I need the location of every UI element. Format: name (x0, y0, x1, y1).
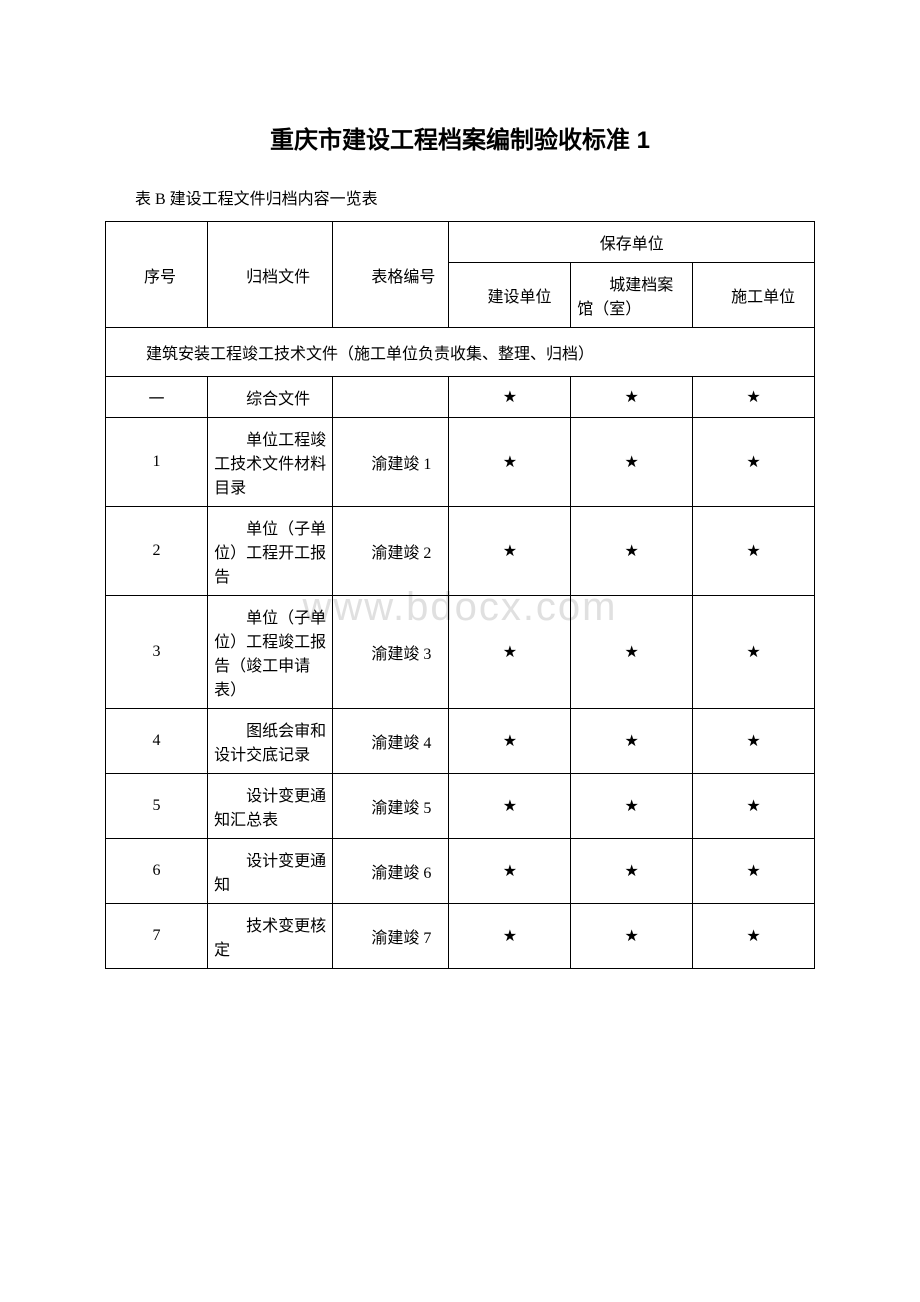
cell-form (333, 377, 449, 418)
cell-seq: 2 (106, 507, 208, 596)
cell-c3: ★ (693, 709, 815, 774)
archive-table: 序号 归档文件 表格编号 保存单位 建设单位 城建档案馆（室） 施工单位 建筑安… (105, 221, 815, 969)
table-row: 2 单位（子单位）工程开工报告 渝建竣 2 ★ ★ ★ (106, 507, 815, 596)
cell-c3: ★ (693, 507, 815, 596)
cell-c1: ★ (449, 418, 571, 507)
cell-c2: ★ (571, 507, 693, 596)
cell-form: 渝建竣 4 (333, 709, 449, 774)
table-row: 一 综合文件 ★ ★ ★ (106, 377, 815, 418)
table-header-row-1: 序号 归档文件 表格编号 保存单位 (106, 222, 815, 263)
cell-c2: ★ (571, 904, 693, 969)
header-seq: 序号 (106, 222, 208, 328)
table-row: 6 设计变更通知 渝建竣 6 ★ ★ ★ (106, 839, 815, 904)
section-header: 建筑安装工程竣工技术文件（施工单位负责收集、整理、归档） (106, 328, 815, 377)
cell-form: 渝建竣 3 (333, 596, 449, 709)
cell-c1: ★ (449, 904, 571, 969)
cell-c2: ★ (571, 709, 693, 774)
cell-c2: ★ (571, 596, 693, 709)
cell-c1: ★ (449, 709, 571, 774)
cell-c3: ★ (693, 377, 815, 418)
cell-seq: 6 (106, 839, 208, 904)
cell-seq: 1 (106, 418, 208, 507)
cell-c3: ★ (693, 774, 815, 839)
cell-c1: ★ (449, 839, 571, 904)
cell-seq: 5 (106, 774, 208, 839)
header-archive: 城建档案馆（室） (571, 263, 693, 328)
cell-c1: ★ (449, 774, 571, 839)
cell-file: 单位（子单位）工程开工报告 (208, 507, 333, 596)
cell-c2: ★ (571, 377, 693, 418)
document-subtitle: 表 B 建设工程文件归档内容一览表 (135, 185, 815, 209)
cell-seq: 一 (106, 377, 208, 418)
cell-file: 设计变更通知 (208, 839, 333, 904)
header-construction-co: 施工单位 (693, 263, 815, 328)
cell-c2: ★ (571, 774, 693, 839)
cell-seq: 3 (106, 596, 208, 709)
cell-seq: 4 (106, 709, 208, 774)
cell-form: 渝建竣 1 (333, 418, 449, 507)
cell-c1: ★ (449, 377, 571, 418)
table-row: 3 单位（子单位）工程竣工报告（竣工申请表） 渝建竣 3 ★ ★ ★ (106, 596, 815, 709)
cell-file: 设计变更通知汇总表 (208, 774, 333, 839)
cell-form: 渝建竣 5 (333, 774, 449, 839)
cell-c3: ★ (693, 418, 815, 507)
cell-c3: ★ (693, 904, 815, 969)
header-storage-unit: 保存单位 (449, 222, 815, 263)
cell-file: 图纸会审和设计交底记录 (208, 709, 333, 774)
header-file: 归档文件 (208, 222, 333, 328)
table-row: 4 图纸会审和设计交底记录 渝建竣 4 ★ ★ ★ (106, 709, 815, 774)
table-row: 1 单位工程竣工技术文件材料目录 渝建竣 1 ★ ★ ★ (106, 418, 815, 507)
cell-c3: ★ (693, 596, 815, 709)
cell-c2: ★ (571, 418, 693, 507)
document-title: 重庆市建设工程档案编制验收标准 1 (105, 120, 815, 155)
cell-seq: 7 (106, 904, 208, 969)
cell-file: 综合文件 (208, 377, 333, 418)
cell-form: 渝建竣 2 (333, 507, 449, 596)
cell-form: 渝建竣 6 (333, 839, 449, 904)
cell-c1: ★ (449, 507, 571, 596)
cell-file: 单位（子单位）工程竣工报告（竣工申请表） (208, 596, 333, 709)
header-construction-unit: 建设单位 (449, 263, 571, 328)
cell-form: 渝建竣 7 (333, 904, 449, 969)
cell-file: 技术变更核定 (208, 904, 333, 969)
cell-c2: ★ (571, 839, 693, 904)
header-form: 表格编号 (333, 222, 449, 328)
cell-c3: ★ (693, 839, 815, 904)
table-row: 5 设计变更通知汇总表 渝建竣 5 ★ ★ ★ (106, 774, 815, 839)
cell-file: 单位工程竣工技术文件材料目录 (208, 418, 333, 507)
table-row: 7 技术变更核定 渝建竣 7 ★ ★ ★ (106, 904, 815, 969)
table-section-row: 建筑安装工程竣工技术文件（施工单位负责收集、整理、归档） (106, 328, 815, 377)
cell-c1: ★ (449, 596, 571, 709)
